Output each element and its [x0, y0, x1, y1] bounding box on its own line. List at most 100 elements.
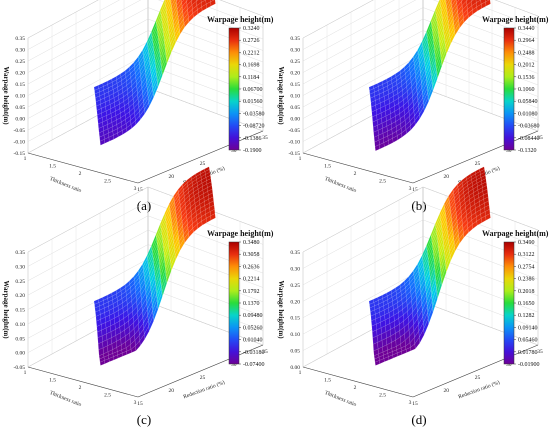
- colorbar-tick-label: -0.08440: [518, 136, 540, 142]
- x-tick-label: 3: [134, 186, 137, 192]
- surface-facet: [481, 178, 487, 185]
- surface-facet: [205, 0, 211, 5]
- gridline: [27, 201, 149, 267]
- gridline: [147, 76, 264, 120]
- surface-facet: [466, 0, 468, 2]
- surface-facet: [484, 200, 490, 208]
- gridline: [422, 301, 539, 346]
- z-tick-label: -0.05: [14, 365, 26, 371]
- gridline: [27, 0, 120, 50]
- colorbar-tick-label: 0.3122: [518, 252, 535, 258]
- surface-facet: [165, 0, 171, 9]
- z-tick-label: 0.05: [290, 105, 300, 111]
- z-tick-label: 0.30: [290, 266, 300, 272]
- gridline: [494, 0, 539, 17]
- gridline: [27, 7, 149, 73]
- surface-facet: [461, 0, 464, 2]
- surface-panel: 0.35 0.30 0.25 0.20 0.15 0.10 0.05 0.00 1 1.5 2 2.5…: [275, 166, 550, 428]
- surface: [368, 0, 491, 152]
- x-axis-line: [302, 366, 414, 398]
- surface-facet: [451, 0, 456, 6]
- surface-facet: [210, 213, 216, 221]
- x-tick-label: 2.5: [104, 179, 111, 185]
- gridline: [302, 268, 424, 335]
- y-axis-label: Reduction ratio (%): [182, 379, 226, 401]
- surface-panel: 0.35 0.30 0.25 0.20 0.15 0.10 0.05 0.00 -0.05 -0.…: [275, 0, 550, 214]
- z-axis-label: Warpage height(m): [277, 280, 285, 339]
- gridline: [27, 53, 149, 119]
- gridline: [302, 236, 424, 302]
- colorbar-tick-label: 0.3480: [243, 240, 260, 246]
- y-tick-label: 20: [169, 174, 175, 180]
- surface-facet: [440, 0, 446, 9]
- x-tick-label: 1: [24, 156, 27, 162]
- z-tick-label: 0.25: [15, 59, 25, 65]
- surface-facet: [485, 0, 491, 7]
- surface-facet: [206, 181, 212, 188]
- y-tick-label: 30: [506, 362, 512, 368]
- colorbar-tick-label: 0.05840: [518, 99, 538, 105]
- x-axis-line: [302, 152, 414, 184]
- gridline: [302, 203, 424, 269]
- surface-facet: [196, 0, 202, 6]
- gridline: [27, 41, 149, 108]
- surface-plot: 0.35 0.30 0.25 0.20 0.15 0.10 0.05 0.00 -0.05 -0.…: [2, 0, 274, 213]
- gridline: [27, 186, 149, 253]
- colorbar-tick-label: 0.1536: [518, 75, 535, 81]
- y-tick-label: 30: [231, 148, 237, 154]
- z-tick-label: -0.05: [289, 128, 301, 134]
- surface-facet: [209, 200, 215, 208]
- surface-facet: [451, 0, 457, 10]
- surface-facet: [164, 0, 167, 3]
- surface-facet: [439, 0, 442, 3]
- z-tick-label: 0.15: [290, 316, 300, 322]
- gridline: [302, 0, 417, 62]
- colorbar-tick-label: 0.01560: [243, 99, 263, 105]
- colorbar-tick-label: 0.01780: [518, 350, 538, 356]
- gridline: [219, 0, 264, 17]
- z-tick-label: 0.10: [15, 94, 25, 100]
- z-tick-label: 0.15: [290, 82, 300, 88]
- colorbar-tick-label: 0.2012: [518, 63, 535, 69]
- surface-facet: [176, 0, 178, 2]
- x-tick-label: 3: [409, 400, 412, 406]
- gridline: [302, 7, 424, 73]
- x-tick-label: 1.5: [49, 378, 56, 384]
- z-tick-label: 0.35: [290, 36, 300, 42]
- x-tick-label: 3: [134, 400, 137, 406]
- x-tick-label: 2: [354, 171, 357, 177]
- z-tick-label: 0.00: [15, 351, 25, 357]
- z-tick-label: 0.35: [15, 250, 25, 256]
- y-tick-label: 30: [506, 148, 512, 154]
- gridline: [302, 18, 424, 85]
- gridline: [422, 87, 539, 132]
- z-tick-label: 0.35: [15, 36, 25, 42]
- colorbar-tick-label: -0.03180: [243, 350, 265, 356]
- surface-facet: [208, 196, 214, 204]
- colorbar-title: Warpage height(m): [207, 15, 274, 24]
- y-axis-label: Reduction ratio (%): [457, 379, 501, 401]
- colorbar-tick-label: 0.09480: [243, 313, 263, 319]
- surface-facet: [445, 0, 448, 3]
- colorbar-tick-label: 0.2018: [518, 289, 535, 295]
- surface-facet: [181, 0, 187, 7]
- z-tick-label: -0.15: [289, 151, 301, 157]
- y-axis-line: [412, 130, 539, 184]
- colorbar-tick-label: 0.1060: [518, 87, 535, 93]
- gridline: [422, 76, 539, 120]
- surface-facet: [451, 0, 453, 3]
- y-tick-label: 15: [412, 401, 418, 407]
- x-axis-label: Thickness ratio: [324, 390, 358, 408]
- z-tick-label: 0.20: [290, 71, 300, 77]
- surface-facet: [456, 0, 460, 4]
- z-tick-label: 0.05: [290, 349, 300, 355]
- surface-facet: [471, 0, 474, 2]
- colorbar-tick-label: -0.1900: [243, 148, 262, 154]
- colorbar-tick-label: 0.3440: [518, 26, 535, 32]
- colorbar-tick-label: -0.08720: [243, 124, 265, 130]
- surface-plot: 0.35 0.30 0.25 0.20 0.15 0.10 0.05 0.00 -0.051 1.…: [2, 166, 274, 427]
- y-tick-label: 15: [137, 187, 143, 193]
- surface-facet: [480, 0, 486, 5]
- z-tick-label: 0.05: [15, 336, 25, 342]
- gridline: [302, 41, 424, 108]
